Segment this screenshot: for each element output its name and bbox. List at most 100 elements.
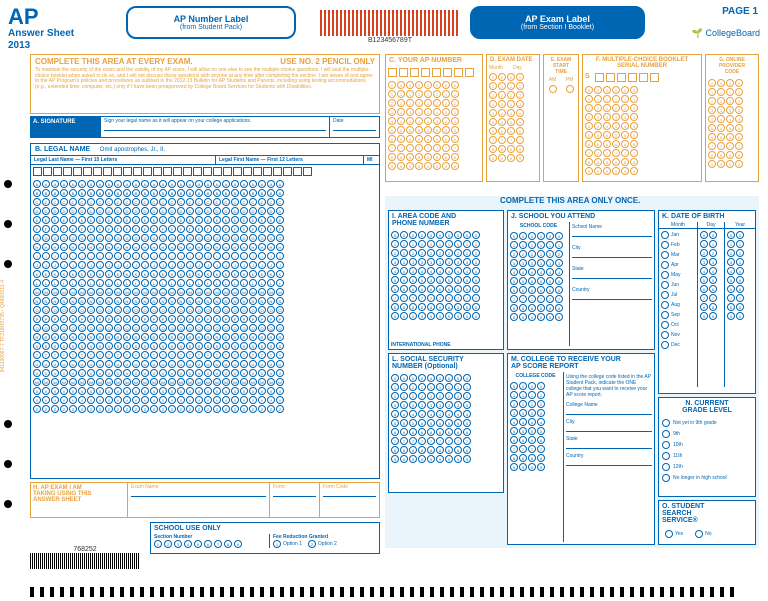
m-instr: Using the college code listed in the AP … bbox=[566, 374, 652, 398]
k-month-list[interactable]: JanFebMarAprMayJunJulAugSepOctNovDec bbox=[659, 229, 697, 387]
opt2-bubble[interactable]: 2 bbox=[308, 540, 316, 548]
school-use-box: SCHOOL USE ONLY Section Number 123456789… bbox=[150, 522, 380, 554]
j-city-input[interactable] bbox=[572, 251, 652, 258]
section-j: J. SCHOOL YOU ATTEND SCHOOL CODE 0123456… bbox=[507, 210, 655, 350]
punch-hole bbox=[4, 420, 12, 428]
j-state-input[interactable] bbox=[572, 272, 652, 279]
intl-phone-label: INTERNATIONAL PHONE bbox=[391, 342, 451, 348]
section-e: E. EXAM START TIME AMPM bbox=[543, 54, 579, 182]
ap-exam-label-sub: (from Section I Booklet) bbox=[490, 24, 625, 31]
m-name-input[interactable] bbox=[566, 408, 652, 415]
o-yes: Yes bbox=[675, 531, 683, 537]
section-o: O. STUDENT SEARCH SERVICE® Yes No bbox=[658, 500, 756, 545]
section-a: A. SIGNATURE Sign your legal name as it … bbox=[30, 116, 380, 138]
h-form-input[interactable] bbox=[273, 490, 316, 497]
school-use-title: SCHOOL USE ONLY bbox=[151, 523, 379, 534]
side-code: 941100067-7 TF218HS735– Q4860S11-4 bbox=[0, 280, 6, 372]
section-k-title: K. DATE OF BIRTH bbox=[659, 211, 755, 222]
j-bubbles[interactable]: 0123456789012345678901234567890123456789… bbox=[508, 230, 569, 323]
ap-exam-label-title: AP Exam Label bbox=[490, 14, 625, 24]
section-n: N. CURRENT GRADE LEVEL Not yet in 9th gr… bbox=[658, 397, 756, 497]
ap-exam-label-box: AP Exam Label (from Section I Booklet) bbox=[470, 6, 645, 39]
section-i: I. AREA CODE AND PHONE NUMBER 0123456789… bbox=[388, 210, 504, 350]
d-month: Month bbox=[489, 65, 513, 71]
punch-hole bbox=[4, 460, 12, 468]
punch-hole bbox=[4, 500, 12, 508]
d-day: Day bbox=[513, 65, 537, 71]
g-bubbles[interactable]: 0123456789012345678901234567890123456789 bbox=[706, 77, 758, 170]
section-o-title: O. STUDENT SEARCH SERVICE® bbox=[659, 501, 755, 526]
m-state-input[interactable] bbox=[566, 442, 652, 449]
m-country-input[interactable] bbox=[566, 459, 652, 466]
opt1-label: Option 1 bbox=[283, 541, 302, 547]
section-number-bubbles[interactable]: 123456789 bbox=[154, 540, 266, 548]
barcode-bars bbox=[320, 10, 460, 36]
name-write-boxes[interactable]: document.write(Array(28).fill('<span cla… bbox=[31, 165, 379, 178]
apnum-bubbles[interactable]: 0123456789012345678901234567890123456789… bbox=[386, 79, 482, 172]
first-name-label: Legal First Name — First 12 Letters bbox=[216, 156, 364, 164]
section-f: F. MULTIPLE-CHOICE BOOKLET SERIAL NUMBER… bbox=[582, 54, 702, 182]
n-options[interactable]: Not yet in 9th grade9th10th11th12thNo lo… bbox=[659, 416, 755, 485]
collegeboard-logo: CollegeBoard bbox=[692, 28, 760, 39]
school-code-label: SCHOOL CODE bbox=[508, 222, 569, 230]
section-b-title: B. LEGAL NAME bbox=[35, 146, 90, 153]
m-city-input[interactable] bbox=[566, 425, 652, 432]
section-b-note: Omit apostrophes, Jr., II. bbox=[100, 147, 165, 153]
f-s: S bbox=[585, 73, 594, 82]
punch-hole bbox=[4, 180, 12, 188]
mi-label: MI bbox=[364, 156, 379, 164]
ap-logo: AP bbox=[8, 4, 39, 30]
f-bubbles[interactable]: 0123456789012345678901234567890123456789… bbox=[583, 84, 701, 177]
punch-hole bbox=[4, 220, 12, 228]
l-bubbles[interactable]: 0123456789012345678901234567890123456789… bbox=[389, 372, 503, 465]
form-number: 768252 bbox=[30, 546, 140, 553]
barcode-text: B123456789T bbox=[320, 37, 460, 44]
complete-every-exam-box: COMPLETE THIS AREA AT EVERY EXAM. USE NO… bbox=[30, 54, 380, 114]
section-m-title: M. COLLEGE TO RECEIVE YOUR AP SCORE REPO… bbox=[508, 354, 654, 372]
page-number: PAGE 1 bbox=[722, 6, 758, 17]
pencil-note: USE NO. 2 PENCIL ONLY bbox=[280, 57, 375, 66]
am-bubble[interactable] bbox=[549, 85, 557, 93]
signature-input[interactable] bbox=[104, 124, 326, 131]
am-label: AM bbox=[549, 77, 557, 83]
section-e-title: E. EXAM START TIME bbox=[544, 55, 578, 77]
k-day-bubbles[interactable]: 01234567890123456789 bbox=[697, 229, 725, 387]
college-code-label: COLLEGE CODE bbox=[508, 372, 563, 380]
section-g: G. ONLINE PROVIDER CODE 0123456789012345… bbox=[705, 54, 759, 182]
i-bubbles[interactable]: 0123456789012345678901234567890123456789… bbox=[389, 229, 503, 322]
section-l: L. SOCIAL SECURITY NUMBER (Optional) 012… bbox=[388, 353, 504, 493]
fine-print: To maintain the security of the exam and… bbox=[31, 68, 379, 90]
section-n-title: N. CURRENT GRADE LEVEL bbox=[659, 398, 755, 416]
timing-marks bbox=[30, 587, 738, 597]
k-year-bubbles[interactable]: 01234567890123456789 bbox=[725, 229, 755, 387]
d-bubbles[interactable]: 0123456789012345678901234567890123456789 bbox=[487, 71, 539, 164]
section-h-title: H. AP EXAM I AM TAKING USING THIS ANSWER… bbox=[31, 483, 127, 517]
section-c-title: C. YOUR AP NUMBER bbox=[386, 55, 482, 66]
f-write[interactable]: S document.write(Array(6).fill('<span cl… bbox=[583, 71, 701, 84]
section-h: H. AP EXAM I AM TAKING USING THIS ANSWER… bbox=[30, 482, 380, 518]
o-no-bubble[interactable] bbox=[695, 530, 703, 538]
section-c: C. YOUR AP NUMBER document.write(Array(8… bbox=[385, 54, 483, 182]
answer-sheet-label: Answer Sheet bbox=[8, 28, 74, 39]
complete-every-exam-title: COMPLETE THIS AREA AT EVERY EXAM. bbox=[35, 57, 193, 66]
j-country-input[interactable] bbox=[572, 293, 652, 300]
ap-number-label-title: AP Number Label bbox=[146, 14, 276, 24]
form-barcode: 768252 bbox=[30, 546, 140, 569]
section-l-title: L. SOCIAL SECURITY NUMBER (Optional) bbox=[389, 354, 503, 372]
section-d: D. EXAM DATE MonthDay 012345678901234567… bbox=[486, 54, 540, 182]
section-j-title: J. SCHOOL YOU ATTEND bbox=[508, 211, 654, 222]
name-bubble-grid[interactable]: ABCDEFGHIJKLMNOPQRSTUVWXYZABCDEFGHIJKLMN… bbox=[31, 178, 379, 415]
h-formcode-input[interactable] bbox=[323, 490, 376, 497]
section-i-title: I. AREA CODE AND PHONE NUMBER bbox=[389, 211, 503, 229]
apnum-write[interactable]: document.write(Array(8).fill('<span clas… bbox=[386, 66, 482, 79]
m-bubbles[interactable]: 0123456789012345678901234567890123456789 bbox=[508, 380, 563, 473]
section-f-title: F. MULTIPLE-CHOICE BOOKLET SERIAL NUMBER bbox=[583, 55, 701, 71]
section-m: M. COLLEGE TO RECEIVE YOUR AP SCORE REPO… bbox=[507, 353, 655, 545]
j-name-input[interactable] bbox=[572, 230, 652, 237]
o-yes-bubble[interactable] bbox=[665, 530, 673, 538]
date-input[interactable] bbox=[333, 124, 376, 131]
section-g-title: G. ONLINE PROVIDER CODE bbox=[706, 55, 758, 77]
opt1-bubble[interactable]: 1 bbox=[273, 540, 281, 548]
pm-bubble[interactable] bbox=[566, 85, 574, 93]
h-exam-input[interactable] bbox=[131, 490, 266, 497]
